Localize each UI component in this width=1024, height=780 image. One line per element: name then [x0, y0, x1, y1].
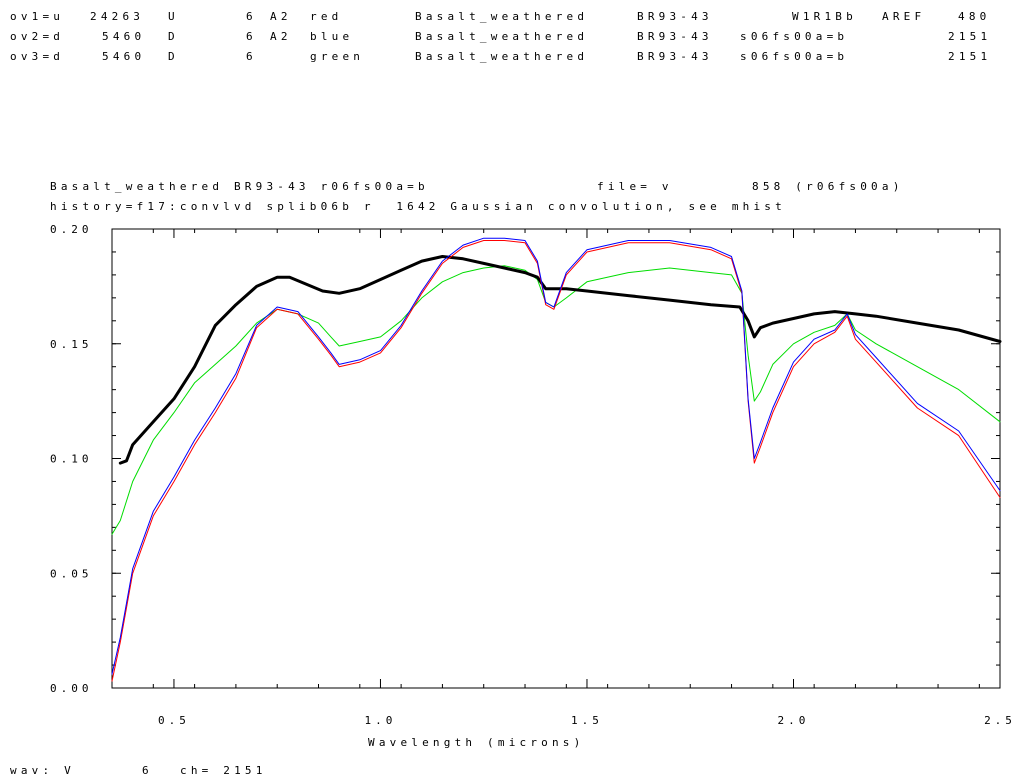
ov-count: 480 [958, 10, 991, 23]
series-line [118, 255, 1002, 465]
ov-sample-id: BR93-43 [637, 10, 713, 23]
ov-sample: Basalt_weathered [415, 30, 589, 43]
y-tick-label: 0.05 [50, 567, 93, 580]
footer-wav-number: 6 [142, 764, 153, 777]
x-tick-label: 0.5 [158, 714, 190, 727]
ov-flag: U [168, 10, 179, 23]
chart-tick-labels: 0.5 1.0 1.5 2.0 2.5 0.00 0.05 0.10 0.15 0.20 [50, 223, 1016, 727]
ov-aref: AREF [882, 10, 926, 23]
ov-id: ov2=d [10, 30, 65, 43]
ov-code: W1R1Bb [792, 10, 857, 23]
ov-a2: A2 [270, 10, 292, 23]
plot-file-label: file= v [597, 180, 673, 193]
y-tick-label: 0.15 [50, 338, 93, 351]
series-line [111, 240, 1001, 682]
ov-count: 2151 [948, 30, 992, 43]
ov-channel: 6 [246, 50, 257, 63]
ov-sample-id: BR93-43 [637, 50, 713, 63]
chart-axes [111, 228, 1001, 689]
ov-record: 5460 [102, 30, 146, 43]
footer-channel: ch= 2151 [180, 764, 267, 777]
x-tick-label: 2.5 [984, 714, 1016, 727]
ov-color: red [310, 10, 343, 23]
ov-sample: Basalt_weathered [415, 50, 589, 63]
ov-flag: D [168, 50, 179, 63]
chart-series-group [111, 237, 1002, 682]
ov-count: 2151 [948, 50, 992, 63]
ov-color: green [310, 50, 365, 63]
x-tick-label: 2.0 [778, 714, 810, 727]
ov-flag: D [168, 30, 179, 43]
ov-channel: 6 [246, 30, 257, 43]
x-tick-label: 1.5 [571, 714, 603, 727]
ov-record: 5460 [102, 50, 146, 63]
x-tick-label: 1.0 [365, 714, 397, 727]
ov-sample-id: BR93-43 [637, 30, 713, 43]
ov-color: blue [310, 30, 354, 43]
series-line [111, 265, 1001, 535]
ov-spec: s06fs00a=b [740, 30, 849, 43]
plot-file-number: 858 (r06fs00a) [752, 180, 904, 193]
ov-channel: 6 [246, 10, 257, 23]
plot-sample-name: Basalt_weathered BR93-43 r06fs00a=b [50, 180, 429, 193]
ov-spec: s06fs00a=b [740, 50, 849, 63]
y-tick-label: 0.20 [50, 223, 93, 236]
ov-id: ov3=d [10, 50, 65, 63]
ov-id: ov1=u [10, 10, 65, 23]
ov-record: 24263 [90, 10, 145, 23]
ov-sample: Basalt_weathered [415, 10, 589, 23]
series-line [111, 237, 1001, 675]
plot-history: history=f17:convlvd splib06b r 1642 Gaus… [50, 200, 786, 213]
y-tick-label: 0.00 [50, 682, 93, 695]
x-axis-label: Wavelength (microns) [368, 736, 585, 749]
ov-a2: A2 [270, 30, 292, 43]
footer-wav: wav: V [10, 764, 75, 777]
y-tick-label: 0.10 [50, 453, 93, 466]
